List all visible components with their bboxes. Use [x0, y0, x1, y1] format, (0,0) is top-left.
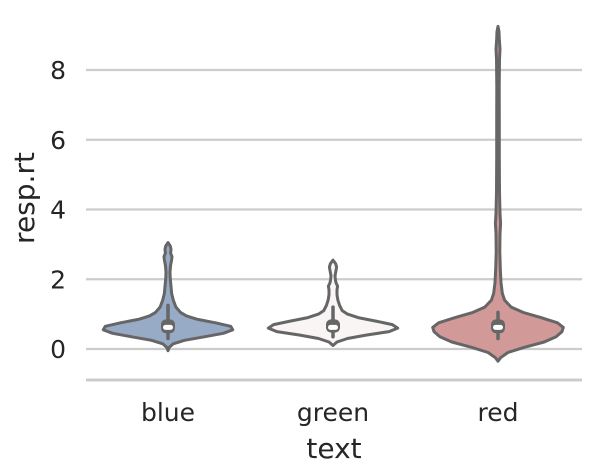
x-tick-labels: blue green red — [141, 398, 519, 427]
y-axis-label: resp.rt — [8, 152, 41, 244]
x-tick-label: blue — [141, 398, 195, 427]
y-tick-label: 6 — [50, 126, 66, 155]
violin-green — [266, 258, 400, 347]
median-blue — [163, 324, 173, 330]
violins — [101, 24, 565, 363]
y-tick-label: 4 — [50, 196, 66, 225]
violin-red — [431, 24, 565, 363]
x-tick-label: green — [297, 398, 369, 427]
y-tick-label: 2 — [50, 265, 66, 294]
x-tick-label: red — [478, 398, 519, 427]
median-red — [493, 324, 503, 330]
median-green — [328, 324, 338, 330]
x-axis-label: text — [306, 432, 361, 465]
y-tick-label: 8 — [50, 56, 66, 85]
violin-blue — [101, 241, 235, 353]
y-tick-labels: 0 2 4 6 8 — [50, 56, 66, 364]
y-tick-label: 0 — [50, 335, 66, 364]
